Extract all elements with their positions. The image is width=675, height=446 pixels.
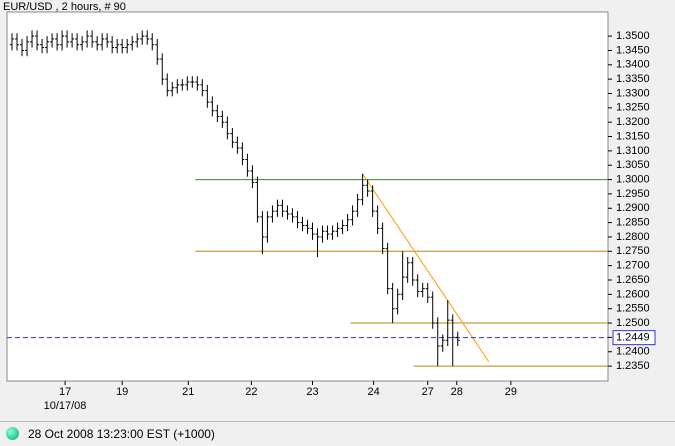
y-tick-label: 1.2400 bbox=[616, 346, 650, 358]
y-tick-label: 1.3150 bbox=[616, 130, 650, 142]
y-tick-label: 1.2350 bbox=[616, 360, 650, 372]
status-icon bbox=[6, 427, 19, 440]
y-tick-label: 1.3450 bbox=[616, 44, 650, 56]
status-bar: 28 Oct 2008 13:23:00 EST (+1000) bbox=[0, 421, 675, 446]
trend-line bbox=[362, 173, 490, 363]
x-tick-label: 24 bbox=[367, 386, 379, 398]
last-price-label: 1.2449 bbox=[616, 332, 650, 344]
last-price-box bbox=[612, 330, 656, 346]
y-tick-label: 1.3250 bbox=[616, 102, 650, 114]
y-tick-label: 1.2800 bbox=[616, 231, 650, 243]
date-label: 10/17/08 bbox=[44, 400, 87, 412]
y-tick-label: 1.2650 bbox=[616, 274, 650, 286]
x-tick-label: 27 bbox=[422, 386, 434, 398]
y-tick-label: 1.2600 bbox=[616, 288, 650, 300]
x-tick-label: 21 bbox=[182, 386, 194, 398]
x-tick-label: 23 bbox=[306, 386, 318, 398]
status-text: 28 Oct 2008 13:23:00 EST (+1000) bbox=[28, 427, 215, 441]
y-tick-label: 1.3400 bbox=[616, 59, 650, 71]
x-tick-label: 28 bbox=[451, 386, 463, 398]
y-tick-label: 1.2500 bbox=[616, 317, 650, 329]
y-tick-label: 1.3300 bbox=[616, 87, 650, 99]
y-tick-label: 1.2750 bbox=[616, 245, 650, 257]
y-tick-label: 1.2550 bbox=[616, 303, 650, 315]
y-tick-label: 1.3200 bbox=[616, 116, 650, 128]
y-tick-label: 1.2850 bbox=[616, 217, 650, 229]
y-tick-label: 1.2700 bbox=[616, 260, 650, 272]
y-tick-label: 1.3050 bbox=[616, 159, 650, 171]
x-tick-label: 19 bbox=[116, 386, 128, 398]
y-tick-label: 1.3350 bbox=[616, 73, 650, 85]
y-tick-label: 1.3500 bbox=[616, 30, 650, 42]
chart: EUR/USD , 2 hours, # 90 10/17/08 1.2350 1… bbox=[3, 1, 656, 412]
x-tick-label: 22 bbox=[245, 386, 257, 398]
y-tick-label: 1.2900 bbox=[616, 202, 650, 214]
chart-title: EUR/USD , 2 hours, # 90 bbox=[3, 1, 126, 13]
x-tick-label: 29 bbox=[505, 386, 517, 398]
x-tick-label: 17 bbox=[59, 386, 71, 398]
y-tick-label: 1.2950 bbox=[616, 188, 650, 200]
y-tick-label: 1.3100 bbox=[616, 145, 650, 157]
y-tick-label: 1.3000 bbox=[616, 173, 650, 185]
plot-area bbox=[6, 11, 609, 382]
